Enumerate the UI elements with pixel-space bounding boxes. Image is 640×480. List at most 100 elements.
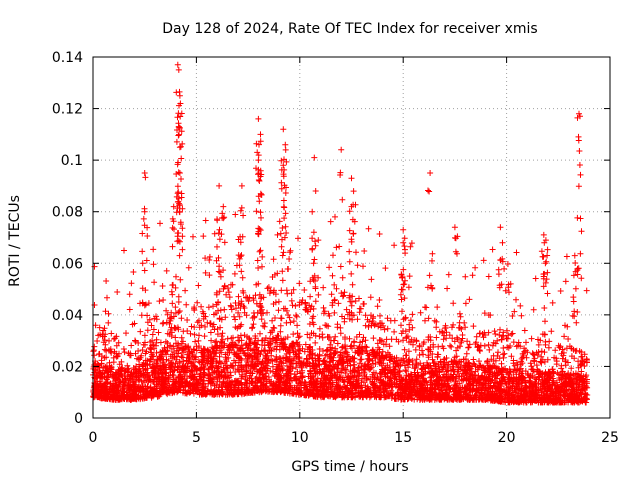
data-point <box>246 375 253 381</box>
data-point <box>369 347 376 354</box>
data-point <box>583 287 590 294</box>
data-point <box>388 336 395 343</box>
data-point <box>321 365 328 372</box>
data-point <box>578 368 585 375</box>
data-point <box>545 344 552 351</box>
data-point <box>295 235 301 242</box>
data-point <box>171 367 178 373</box>
data-point <box>272 291 279 298</box>
data-point <box>513 249 520 256</box>
data-point <box>91 352 98 359</box>
data-point <box>216 359 223 366</box>
data-point <box>560 380 567 387</box>
data-point <box>215 364 222 371</box>
data-point <box>567 390 574 397</box>
data-point <box>403 352 410 359</box>
data-point <box>247 370 254 377</box>
data-point <box>201 372 208 379</box>
data-point <box>270 301 277 307</box>
data-point <box>303 355 310 362</box>
data-point <box>236 313 243 320</box>
data-point <box>132 350 139 357</box>
data-point <box>273 381 280 388</box>
data-point <box>163 364 170 371</box>
data-point <box>583 383 590 390</box>
data-point <box>239 368 246 375</box>
data-point <box>242 376 249 383</box>
data-point <box>370 335 377 342</box>
data-point <box>152 363 159 370</box>
data-point <box>251 363 258 370</box>
data-point <box>422 370 429 377</box>
data-point <box>133 373 140 380</box>
data-point <box>560 349 567 356</box>
data-point <box>325 310 332 317</box>
data-point <box>246 294 253 301</box>
data-point <box>141 332 148 339</box>
data-point <box>517 302 524 309</box>
data-point <box>553 361 560 368</box>
data-point <box>132 338 139 345</box>
data-point <box>235 293 242 300</box>
data-point <box>557 288 564 294</box>
data-point <box>515 339 522 346</box>
data-point <box>231 381 238 388</box>
data-point <box>100 339 107 346</box>
data-point <box>576 377 583 384</box>
data-point <box>523 354 530 361</box>
data-point <box>105 319 112 326</box>
data-point <box>172 284 179 291</box>
data-point <box>342 334 348 341</box>
data-point <box>320 348 326 354</box>
data-point <box>377 312 383 319</box>
data-point <box>160 319 167 326</box>
data-point <box>198 322 205 329</box>
data-point <box>376 231 383 237</box>
data-point <box>191 324 198 331</box>
data-point <box>106 395 113 402</box>
data-point <box>511 385 518 392</box>
data-point <box>237 239 244 246</box>
data-point <box>222 314 229 321</box>
data-point <box>202 269 209 276</box>
data-point <box>227 341 234 348</box>
data-point <box>495 369 502 376</box>
data-point <box>494 353 501 359</box>
data-point <box>142 350 149 357</box>
data-point <box>531 392 538 399</box>
data-point <box>504 261 511 267</box>
data-point <box>379 386 386 393</box>
data-point <box>389 391 396 398</box>
data-point <box>103 354 110 361</box>
data-point <box>250 321 257 328</box>
data-point <box>355 348 361 355</box>
data-point <box>417 309 424 316</box>
data-point <box>174 345 181 352</box>
data-point <box>320 310 327 317</box>
data-point <box>150 326 157 333</box>
data-point <box>427 333 434 340</box>
data-point <box>183 301 190 308</box>
data-point <box>312 242 319 249</box>
data-point <box>163 307 170 314</box>
data-point <box>175 374 182 381</box>
data-point <box>564 323 571 330</box>
data-point <box>334 382 341 389</box>
data-point <box>405 357 412 364</box>
data-point <box>156 298 163 305</box>
data-point <box>312 238 318 245</box>
data-point <box>295 334 302 341</box>
data-point <box>186 356 193 362</box>
data-point <box>273 346 280 353</box>
data-point <box>273 339 280 346</box>
data-point <box>244 383 251 389</box>
data-point <box>290 360 296 367</box>
data-point <box>440 336 447 343</box>
data-point <box>274 372 281 379</box>
data-point <box>353 383 360 390</box>
data-point <box>190 346 197 353</box>
data-point <box>185 264 192 271</box>
data-point <box>140 341 147 348</box>
data-point <box>275 298 282 305</box>
data-point <box>113 381 120 388</box>
